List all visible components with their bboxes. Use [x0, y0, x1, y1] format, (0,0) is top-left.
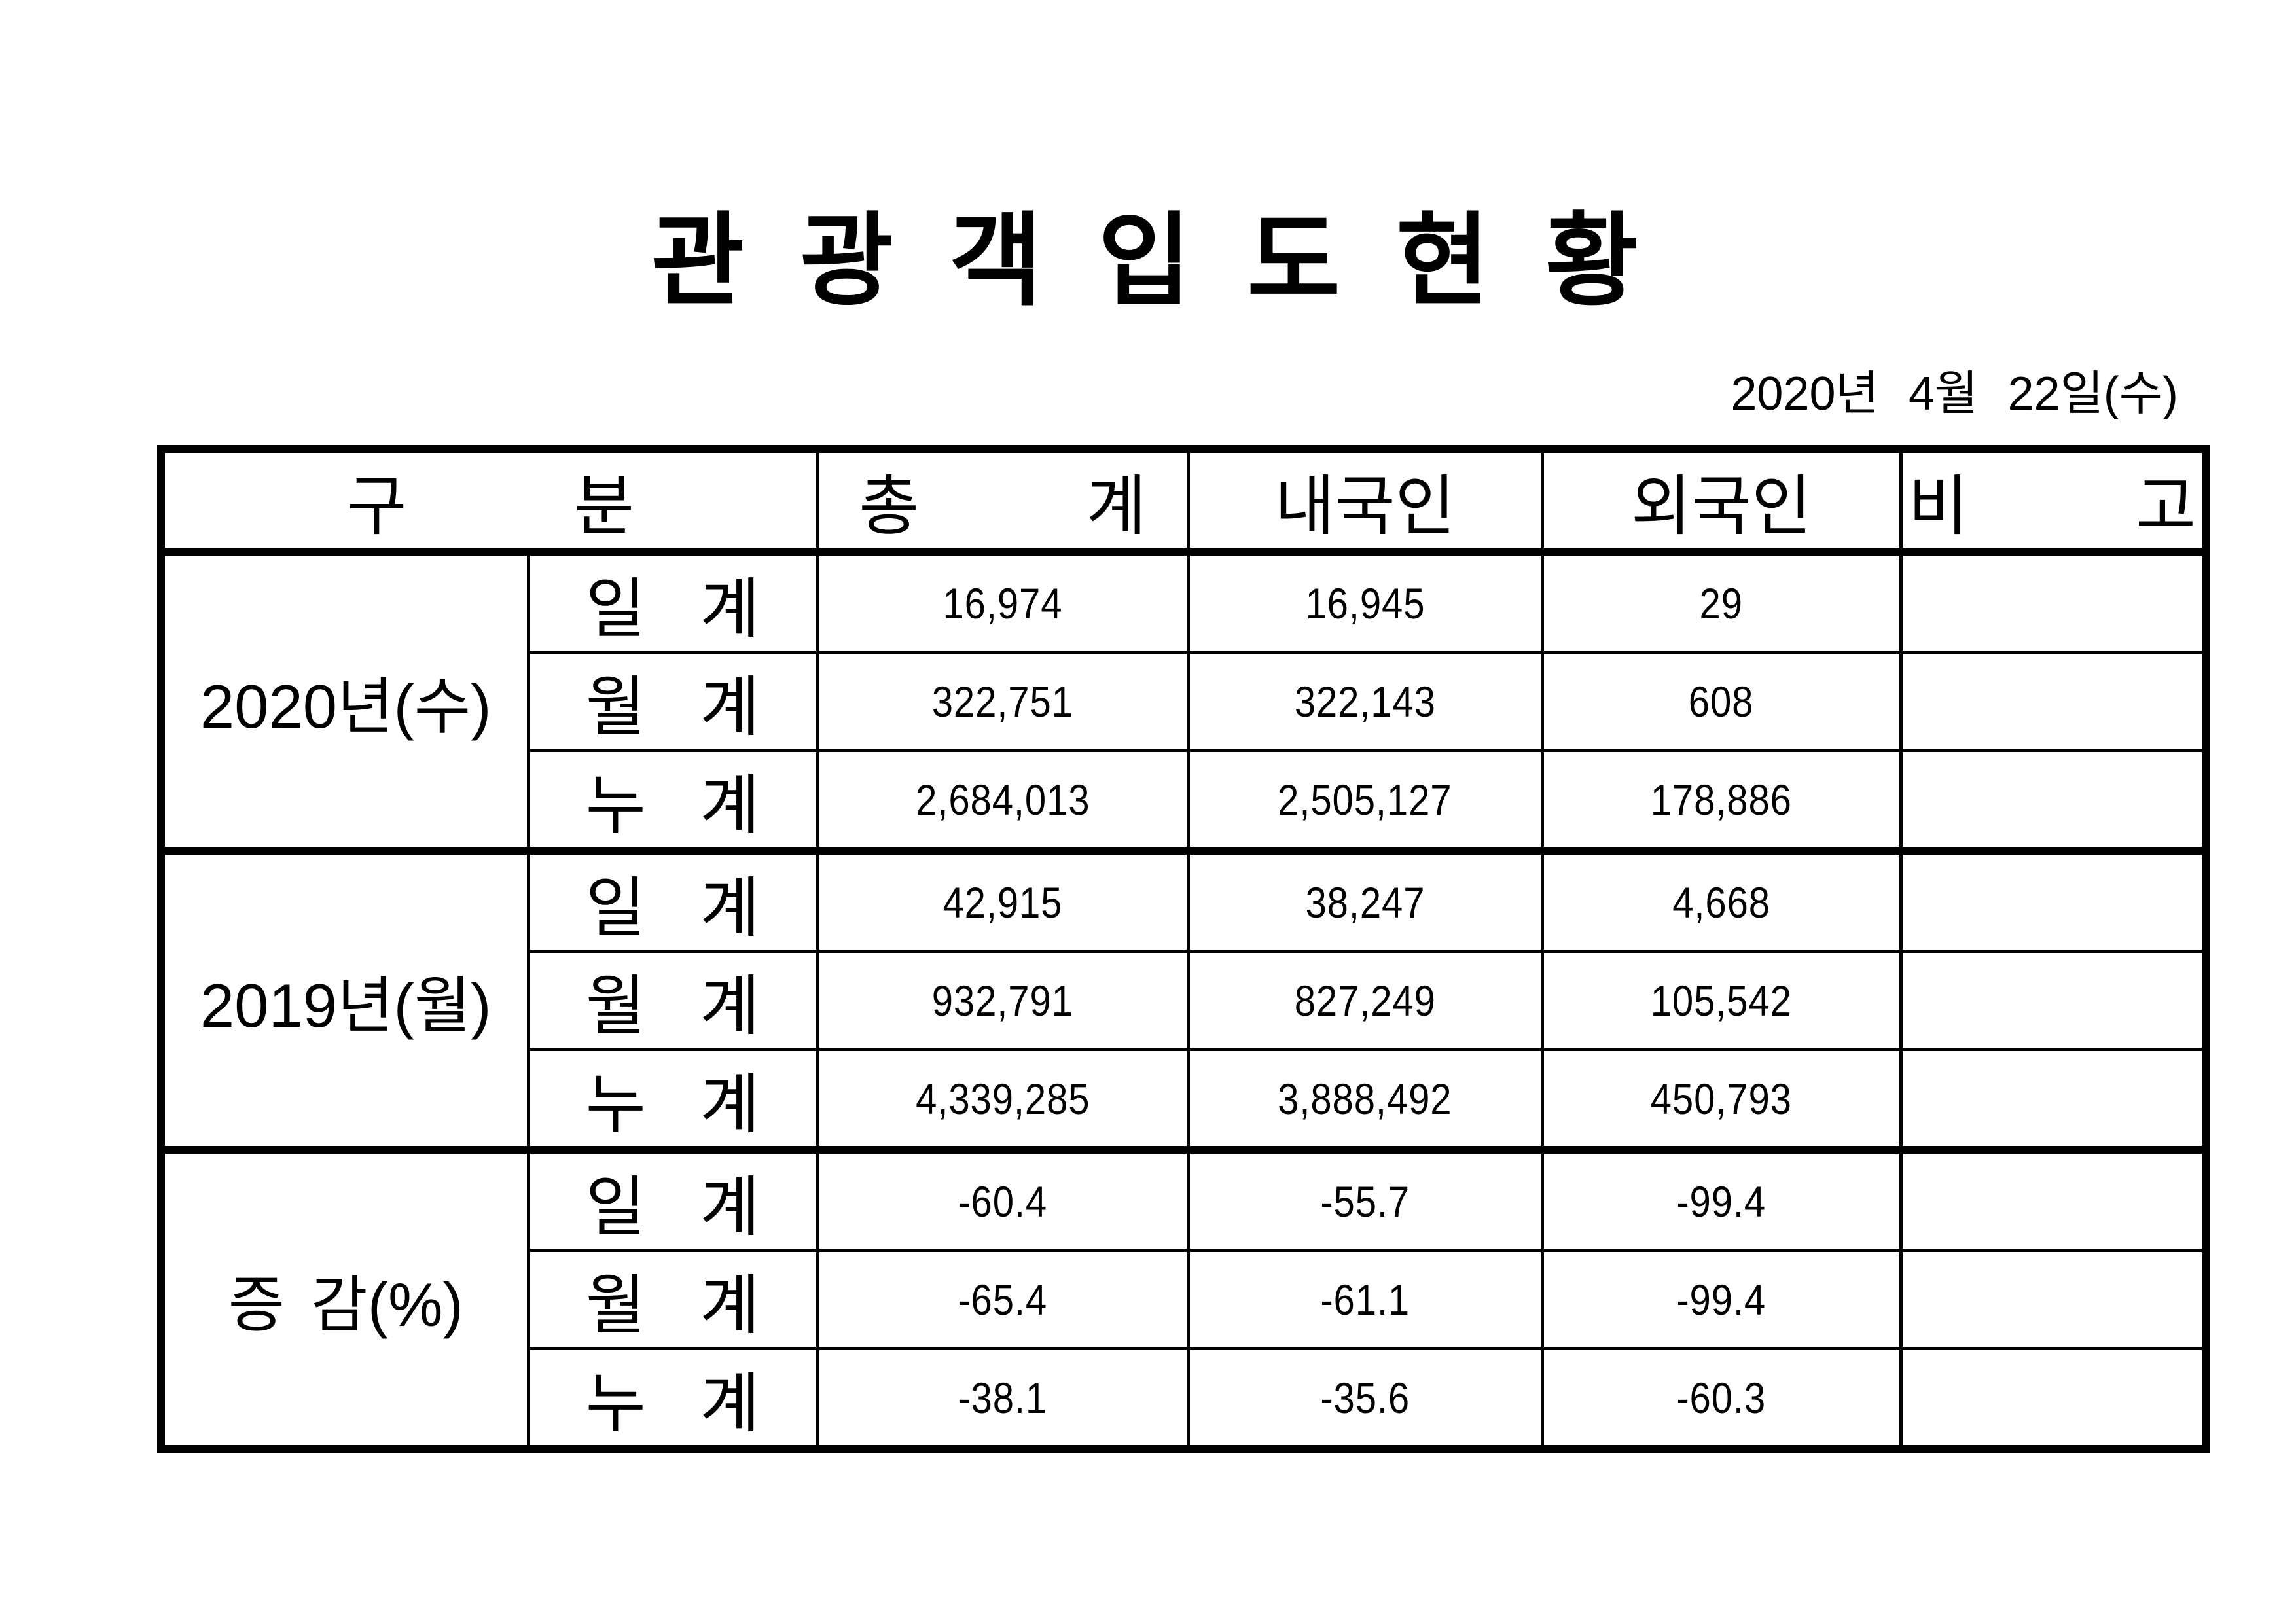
table-row: 월 계 322,751 322,143 608 — [161, 651, 2208, 752]
column-header-note: 비 고 — [1899, 447, 2208, 556]
value-text: 4,668 — [1672, 878, 1770, 927]
value-text: 450,793 — [1650, 1074, 1793, 1123]
value-cell: 3,888,492 — [1186, 1048, 1544, 1152]
row-label: 월 계 — [526, 1249, 819, 1350]
value-text: 16,945 — [1305, 579, 1425, 628]
value-text: 932,791 — [931, 976, 1074, 1025]
tourist-arrival-table: 구 분 총 계 내국인 외국인 비 고 2020년(수) 일 계 16,974 … — [157, 445, 2210, 1453]
value-cell: 38,247 — [1186, 847, 1544, 953]
value-text: 42,915 — [942, 878, 1063, 927]
value-cell: 2,684,013 — [816, 749, 1190, 853]
value-cell: 322,751 — [816, 651, 1190, 752]
note-cell — [1899, 1146, 2208, 1252]
note-cell — [1899, 1048, 2208, 1152]
table-row: 2019년(월) 일 계 42,915 38,247 4,668 — [159, 847, 2208, 1152]
value-text: 178,886 — [1650, 775, 1793, 824]
value-text: -60.3 — [1676, 1373, 1767, 1422]
note-cell — [1899, 1347, 2208, 1451]
note-cell — [1899, 1249, 2208, 1350]
value-text: -65.4 — [958, 1275, 1048, 1324]
value-text: 38,247 — [1305, 878, 1425, 927]
value-cell: 450,793 — [1540, 1048, 1903, 1152]
table-row: 월 계 -65.4 -61.1 -99.4 — [161, 1249, 2208, 1350]
column-header-gubun: 구 분 — [159, 447, 819, 556]
value-cell: 4,339,285 — [816, 1048, 1190, 1152]
value-text: 827,249 — [1294, 976, 1436, 1025]
row-group-label-2019: 2019년(월) — [159, 847, 530, 1152]
value-cell: 2,505,127 — [1186, 749, 1544, 853]
value-text: -99.4 — [1676, 1177, 1767, 1226]
header-row: 구 분 총 계 내국인 외국인 비 고 — [159, 447, 2208, 556]
value-cell: 827,249 — [1186, 950, 1544, 1051]
value-text: 3,888,492 — [1278, 1074, 1452, 1123]
table-row: 누 계 2,684,013 2,505,127 178,886 — [161, 749, 2208, 853]
value-text: -61.1 — [1320, 1275, 1410, 1324]
note-cell — [1899, 749, 2208, 853]
row-group-label-change: 증 감(%) — [159, 1146, 530, 1451]
value-cell: 29 — [1540, 548, 1903, 654]
table-row: 증 감(%) 일 계 -60.4 -55.7 -99.4 — [159, 1146, 2208, 1451]
table-row: 누 계 -38.1 -35.6 -60.3 — [161, 1347, 2208, 1451]
value-text: 322,143 — [1294, 677, 1436, 726]
value-cell: 16,945 — [1186, 548, 1544, 654]
value-cell: -61.1 — [1186, 1249, 1544, 1350]
value-cell: -60.4 — [816, 1146, 1190, 1252]
value-cell: -35.6 — [1186, 1347, 1544, 1451]
value-cell: -99.4 — [1540, 1249, 1903, 1350]
row-label: 일 계 — [526, 1146, 819, 1252]
value-cell: -55.7 — [1186, 1146, 1544, 1252]
value-cell: 16,974 — [816, 548, 1190, 654]
row-label: 일 계 — [526, 847, 819, 953]
row-label: 누 계 — [526, 1048, 819, 1152]
value-cell: 178,886 — [1540, 749, 1903, 853]
column-header-foreign: 외국인 — [1540, 447, 1903, 556]
value-cell: -38.1 — [816, 1347, 1190, 1451]
row-label: 월 계 — [526, 651, 819, 752]
row-label: 월 계 — [526, 950, 819, 1051]
value-cell: -60.3 — [1540, 1347, 1903, 1451]
table-row: 누 계 4,339,285 3,888,492 450,793 — [161, 1048, 2208, 1152]
note-cell — [1899, 651, 2208, 752]
table-row: 월 계 932,791 827,249 105,542 — [161, 950, 2208, 1051]
table-row: 2020년(수) 일 계 16,974 16,945 29 — [159, 548, 2208, 853]
row-label: 일 계 — [526, 548, 819, 654]
value-text: 2,684,013 — [915, 775, 1090, 824]
page-title: 관 광 객 입 도 현 황 — [651, 204, 1645, 317]
column-header-domestic: 내국인 — [1186, 447, 1544, 556]
value-text: 608 — [1689, 677, 1754, 726]
value-cell: 105,542 — [1540, 950, 1903, 1051]
value-text: 4,339,285 — [915, 1074, 1090, 1123]
value-cell: 42,915 — [816, 847, 1190, 953]
value-text: 322,751 — [931, 677, 1074, 726]
value-text: 16,974 — [942, 579, 1063, 628]
note-cell — [1899, 548, 2208, 654]
value-cell: 608 — [1540, 651, 1903, 752]
row-label: 누 계 — [526, 749, 819, 853]
value-cell: -99.4 — [1540, 1146, 1903, 1252]
column-header-total: 총 계 — [816, 447, 1190, 556]
value-text: -38.1 — [958, 1373, 1048, 1422]
value-text: -60.4 — [958, 1177, 1048, 1226]
value-text: 2,505,127 — [1278, 775, 1452, 824]
value-text: 105,542 — [1650, 976, 1793, 1025]
value-text: -35.6 — [1320, 1373, 1410, 1422]
value-text: -99.4 — [1676, 1275, 1767, 1324]
note-cell — [1899, 950, 2208, 1051]
value-text: 29 — [1699, 579, 1744, 628]
row-group-label-2020: 2020년(수) — [159, 548, 530, 853]
value-text: -55.7 — [1320, 1177, 1410, 1226]
value-cell: 4,668 — [1540, 847, 1903, 953]
value-cell: -65.4 — [816, 1249, 1190, 1350]
note-cell — [1899, 847, 2208, 953]
value-cell: 932,791 — [816, 950, 1190, 1051]
row-label: 누 계 — [526, 1347, 819, 1451]
report-date: 2020년 4월 22일(수) — [1731, 368, 2178, 420]
value-cell: 322,143 — [1186, 651, 1544, 752]
